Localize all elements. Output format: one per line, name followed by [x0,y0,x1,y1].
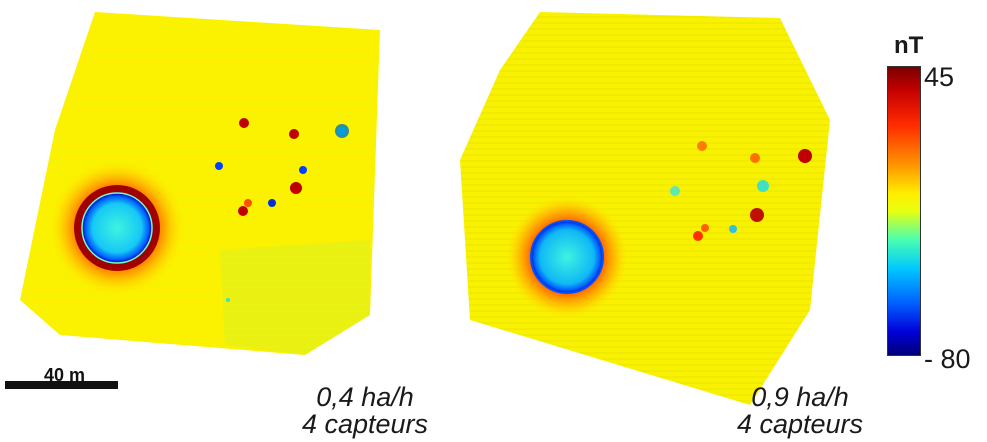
dipole-anomalies-right [670,141,812,241]
caption-left: 0,4 ha/h 4 capteurs [265,384,465,438]
colorbar-max-label: 45 [924,62,955,92]
crater-anomaly-left [81,192,153,264]
caption-right-rate: 0,9 ha/h [751,382,849,412]
colorbar [887,66,921,356]
caption-right: 0,9 ha/h 4 capteurs [700,384,900,438]
dipole-anomalies-left [215,118,349,302]
caption-right-sensors: 4 capteurs [736,409,864,439]
survey-area-right [460,12,830,405]
colorbar-unit: nT [894,32,924,59]
caption-left-sensors: 4 capteurs [301,409,429,439]
magnetic-map-right [460,12,830,405]
magnetic-map-left [20,12,380,355]
caption-left-rate: 0,4 ha/h [316,382,414,412]
crater-anomaly-right [530,220,604,294]
scale-bar [5,381,118,389]
scale-bar-label: 40 m [44,365,86,385]
colorbar-min-label: - 80 [924,344,971,374]
